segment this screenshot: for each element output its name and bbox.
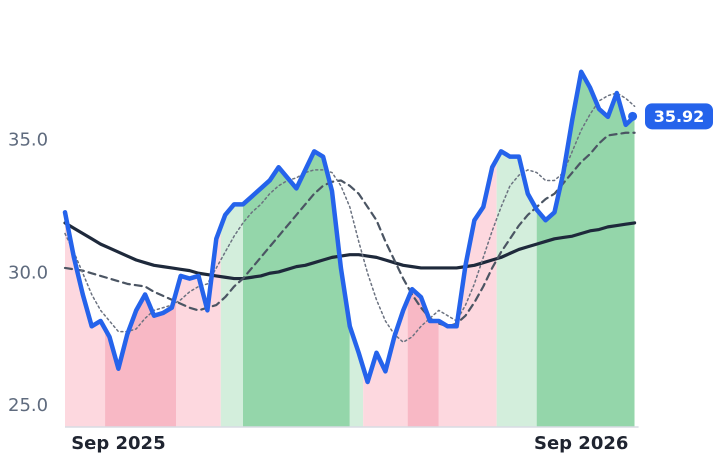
last-value-badge: [645, 103, 713, 130]
y-tick-label: 30.0: [8, 262, 48, 283]
band: [407, 71, 439, 427]
bands: [65, 71, 635, 427]
last-point: [628, 111, 638, 121]
x-tick-label: Sep 2025: [71, 433, 165, 454]
band: [176, 71, 221, 427]
series-line: [63, 131, 636, 328]
x-tick-label: Sep 2026: [534, 433, 628, 454]
band: [496, 71, 537, 427]
lines: [62, 69, 637, 385]
y-tick-label: 25.0: [8, 395, 48, 416]
series-line: [64, 92, 636, 343]
last-value-label: 35.92: [654, 107, 705, 126]
band: [438, 71, 497, 427]
y-tick-label: 35.0: [8, 130, 48, 151]
series-line: [62, 69, 637, 385]
series-line: [63, 221, 637, 281]
band: [65, 71, 106, 427]
